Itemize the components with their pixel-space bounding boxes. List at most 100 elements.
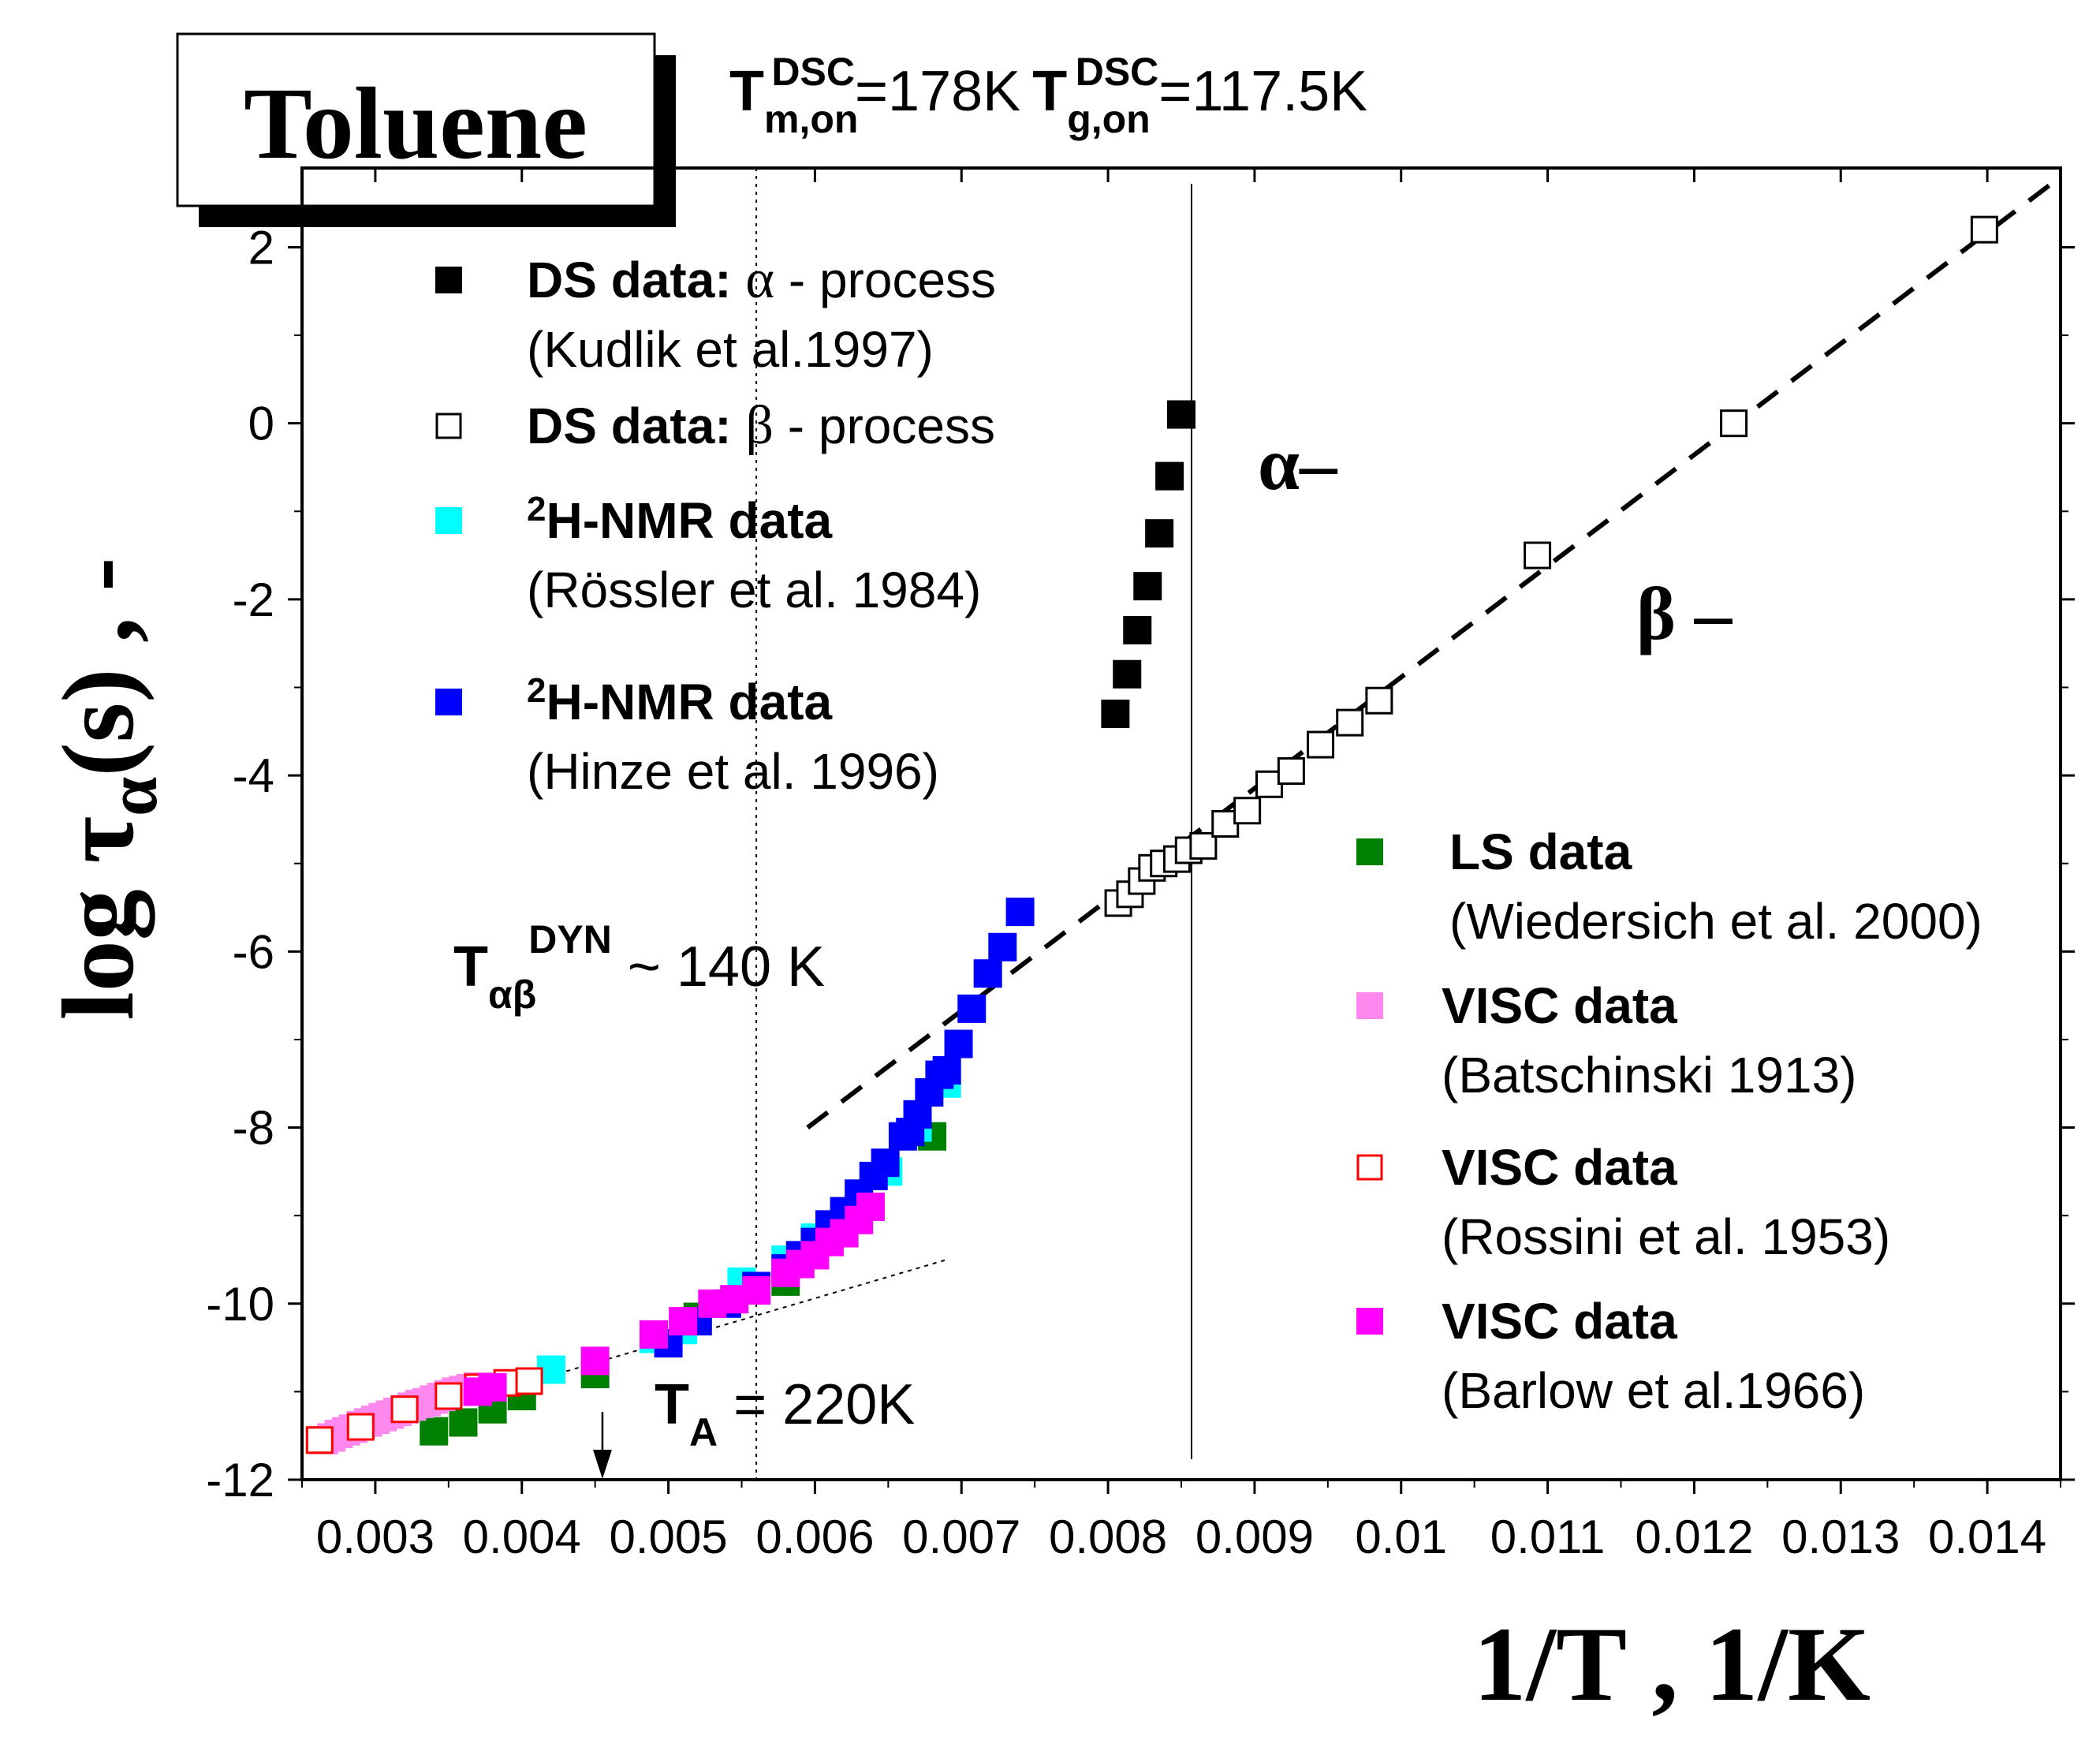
legend-main: DS data: [527,252,745,308]
data-point [1113,659,1142,689]
x-axis-label: 1/T , 1/K [1473,1606,1871,1723]
t-alpha-beta-annotation: Tαβ DYN ~ 140 K [453,917,825,1017]
data-point [640,1320,668,1349]
legend-greek: α [745,249,774,310]
tm-sup: DSC [771,50,855,94]
legend-label: LS data [1449,823,1632,880]
x-tick-label: 0.003 [316,1510,435,1563]
legend-label: VISC data [1442,1139,1677,1196]
ta-arrow-head [592,1450,612,1479]
data-point [449,1408,478,1437]
x-tick-label: 0.013 [1781,1510,1900,1563]
tg-main: T [1032,60,1067,123]
y-tick-label: -8 [233,1102,274,1155]
legend-main: VISC data [1442,977,1677,1034]
legend-citation: (Wiedersich et al. 2000) [1449,893,1983,950]
tm-value: =178K [855,60,1020,123]
legend-citation: (Batschinski 1913) [1442,1047,1856,1103]
data-series [305,215,1998,1454]
data-point [1970,215,1998,244]
data-point [988,932,1017,961]
legend-label: 2H-NMR data [527,490,833,549]
data-point [932,1056,961,1085]
data-point [1145,519,1174,548]
legend-label: DS data: β - process [527,395,995,456]
data-point [871,1148,900,1178]
data-point [580,1346,610,1376]
data-point [1167,400,1195,429]
series-group [536,1069,961,1384]
legend-sup: 2 [527,671,546,710]
data-point [346,1413,375,1441]
tm-sub: m,on [764,97,858,141]
data-point [1307,730,1335,759]
x-tick-label: 0.011 [1490,1510,1606,1563]
tab-sub: αβ [488,973,536,1017]
legend-rest: - process [774,252,996,308]
legend-label: DS data: α - process [527,249,996,310]
x-tick-label: 0.007 [902,1510,1020,1563]
y-tick-label: -12 [206,1454,274,1507]
series-group [464,1193,886,1406]
legend-label: 2H-NMR data [527,671,833,730]
data-point [1133,572,1162,601]
data-point [957,994,987,1023]
legend-main: LS data [1449,823,1632,880]
y-axis-label: log τα(s) , - [42,558,172,1021]
data-point [420,1417,449,1446]
data-point [973,959,1002,988]
legend-citation: (Rössler et al. 1984) [527,562,981,618]
legend-marker [435,413,462,439]
data-point [1101,699,1130,728]
data-point [742,1276,771,1305]
data-point [1720,409,1748,438]
legend-citation: (Hinze et al. 1996) [527,743,939,800]
data-point [1277,757,1305,786]
legend-main: VISC data [1442,1293,1677,1350]
legend-main: H-NMR data [546,674,832,730]
data-point [1524,541,1552,569]
y-tick-label: -4 [233,749,274,802]
data-point [478,1372,507,1402]
legend-marker [435,507,462,534]
tab-main: T [453,935,488,999]
x-tick-label: 0.009 [1195,1510,1314,1563]
tg-value: =117.5K [1158,60,1367,123]
legend-citation: (Barlow et al.1966) [1442,1362,1865,1419]
ta-main: T [655,1373,689,1436]
y-tick-label: 2 [248,221,274,274]
legend: DS data: α - process (Kudlik et al.1997) D… [435,249,1983,1419]
t-a-annotation: TA = 220K [655,1373,915,1454]
data-point [305,1426,334,1454]
x-tick-label: 0.008 [1049,1510,1167,1563]
arrhenius-dotted-fit-line [316,1259,947,1446]
data-point [1233,797,1262,825]
y-label-suffix: (s) , - [42,558,155,777]
y-tick-label: -2 [233,573,274,626]
x-tick-label: 0.005 [610,1510,728,1563]
legend-main: VISC data [1442,1139,1677,1196]
y-label-prefix: log τ [42,816,155,1021]
series-group [1104,215,1998,917]
legend-main: DS data: [527,398,745,454]
legend-main: H-NMR data [546,492,832,549]
ta-rest: = 220K [718,1373,915,1436]
legend-label: VISC data [1442,1293,1677,1350]
y-label-sub: α [94,777,172,816]
x-tick-label: 0.01 [1355,1510,1447,1563]
legend-citation: (Kudlik et al.1997) [527,321,934,378]
data-point [1336,708,1364,737]
legend-marker [435,689,462,715]
axis-ticks: 0.003 0.004 0.005 0.006 0.007 0.008 0.009 0.01 0… [206,168,2075,1563]
beta-annotation: β – [1636,572,1733,655]
legend-rest: - process [774,398,995,454]
y-tick-label: -10 [206,1278,274,1331]
data-point [944,1029,973,1059]
x-tick-label: 0.014 [1928,1510,2046,1563]
y-tick-label: -6 [233,925,274,978]
legend-marker [1356,1154,1383,1181]
data-point [669,1307,698,1336]
data-point [390,1395,419,1424]
x-tick-label: 0.006 [755,1510,874,1563]
